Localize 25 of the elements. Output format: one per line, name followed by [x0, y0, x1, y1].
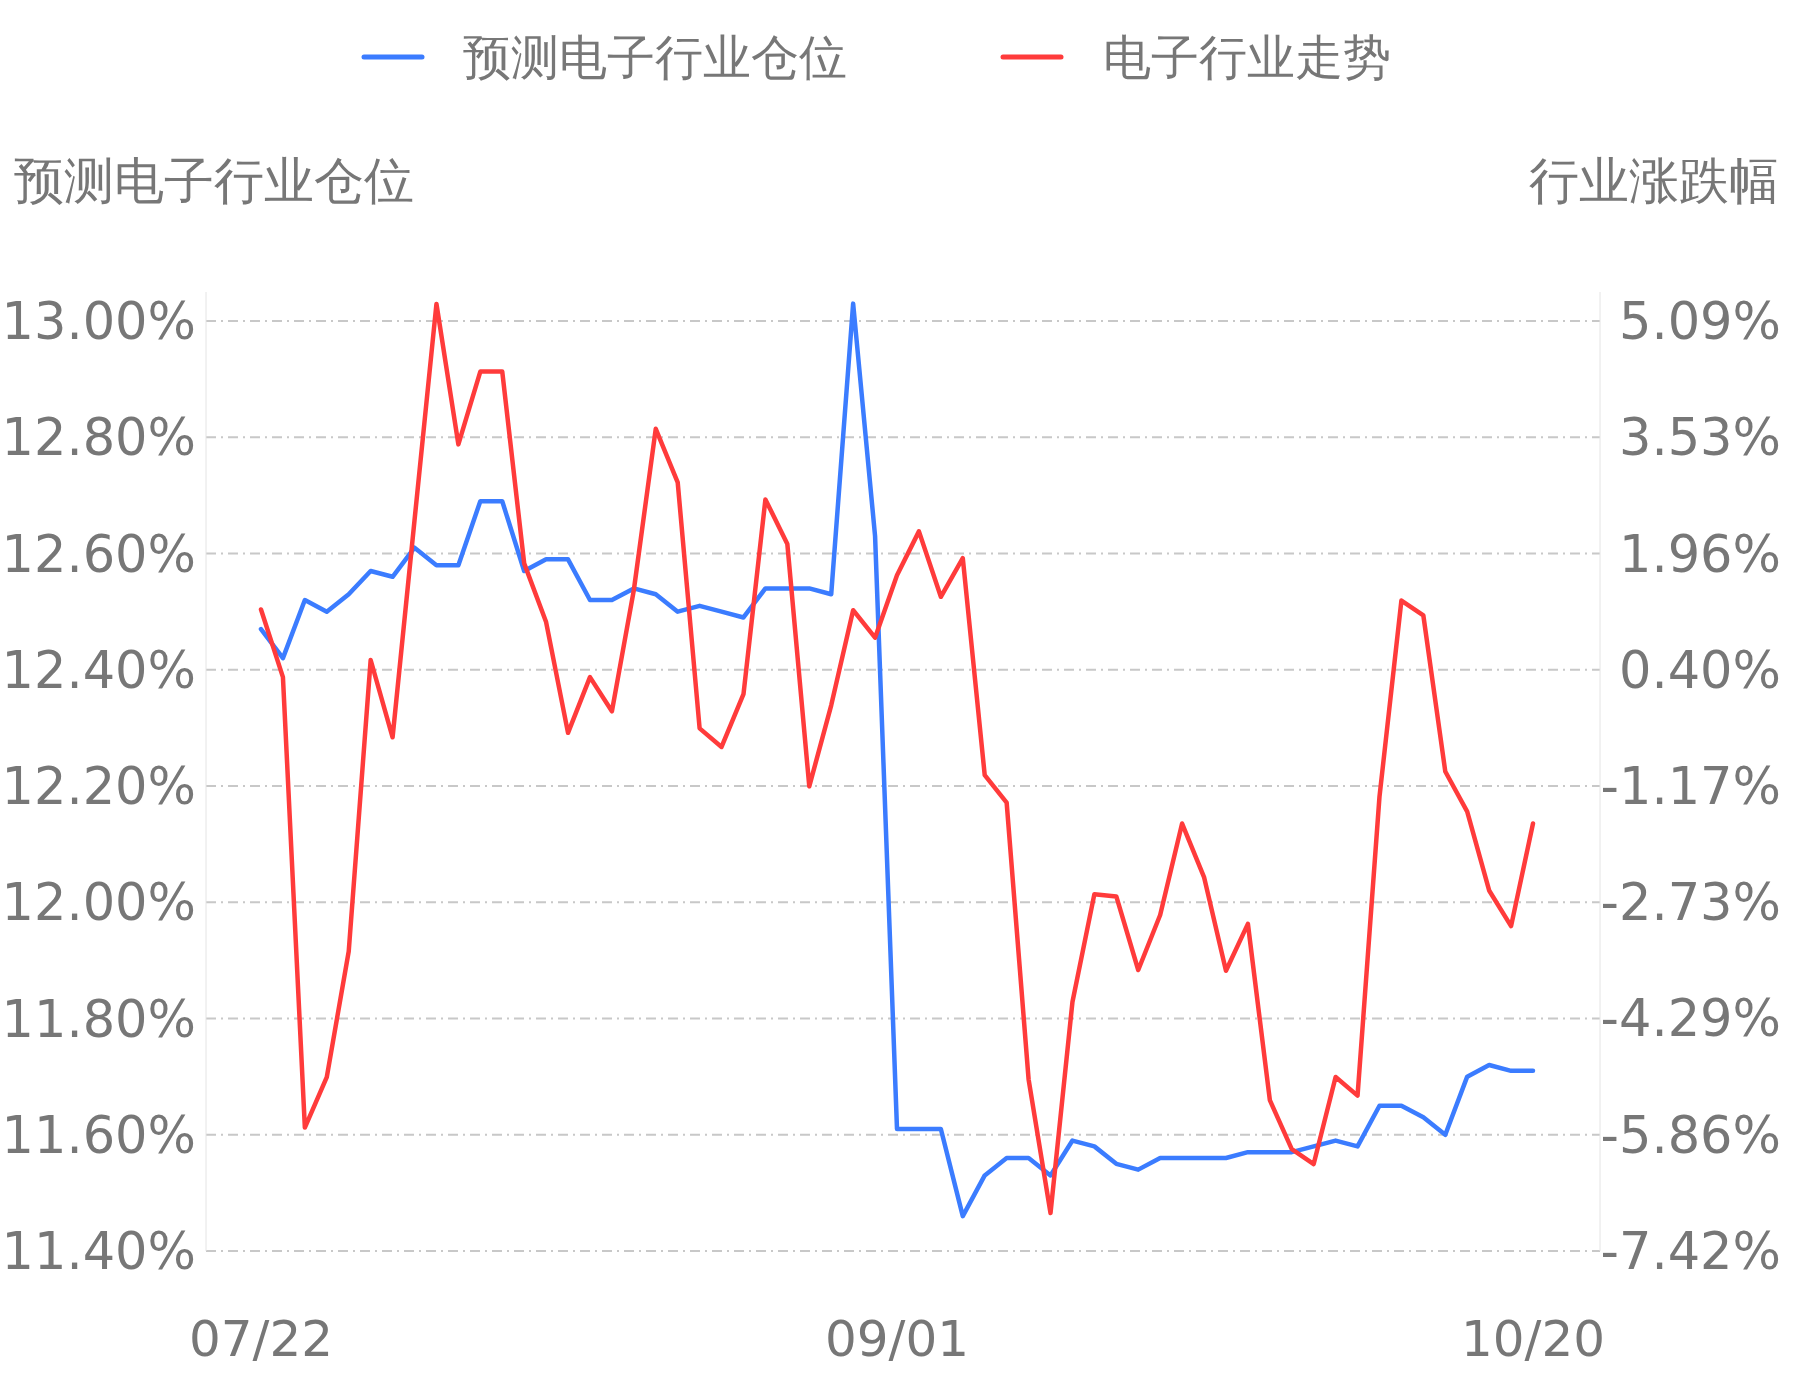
y2-tick-label: -1.17%	[1600, 757, 1781, 817]
y-tick-label: 12.20%	[1, 757, 196, 817]
y2-tick-label: -2.73%	[1600, 873, 1781, 933]
legend-label: 预测电子行业仓位	[463, 29, 847, 85]
y2-tick-label: -4.29%	[1600, 989, 1781, 1049]
y-tick-label: 12.80%	[1, 408, 196, 468]
y2-axis-title: 行业涨跌幅	[1529, 152, 1779, 210]
y-tick-label: 11.40%	[1, 1222, 196, 1281]
y2-tick-label: 3.53%	[1618, 407, 1781, 467]
y2-tick-label: -7.42%	[1600, 1222, 1781, 1281]
x-tick-label: 07/22	[188, 1310, 334, 1368]
y2-tick-label: 5.09%	[1618, 291, 1781, 351]
y-tick-label: 12.00%	[1, 873, 196, 933]
legend-label: 电子行业走势	[1103, 29, 1391, 85]
y-tick-label: 12.60%	[1, 524, 196, 584]
y-tick-label: 11.60%	[1, 1105, 196, 1165]
y2-tick-label: 1.96%	[1618, 524, 1781, 584]
x-tick-label: 09/01	[824, 1310, 970, 1368]
y-tick-label: 13.00%	[1, 292, 196, 352]
y-axis-title: 预测电子行业仓位	[14, 152, 414, 210]
y-tick-label: 11.80%	[1, 989, 196, 1049]
y2-tick-label: -5.86%	[1600, 1106, 1781, 1166]
x-tick-label: 10/20	[1460, 1310, 1606, 1368]
y-tick-label: 12.40%	[1, 640, 196, 700]
y2-tick-label: 0.40%	[1618, 640, 1781, 700]
